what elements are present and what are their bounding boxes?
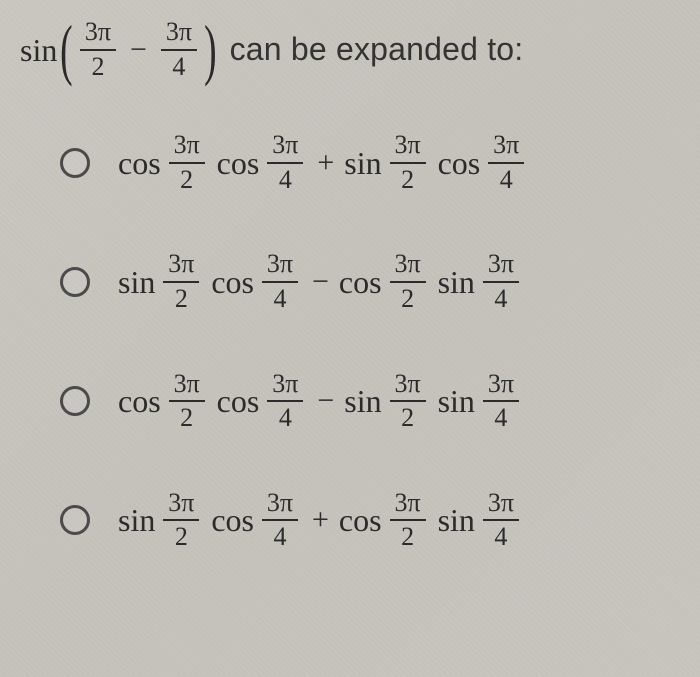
option-1[interactable]: cos3π2cos3π4+sin3π2cos3π4 (60, 131, 680, 194)
fraction-3pi-2: 3π2 (390, 370, 426, 433)
options-list: cos3π2cos3π4+sin3π2cos3π4sin3π2cos3π4−co… (60, 131, 680, 552)
option-2[interactable]: sin3π2cos3π4−cos3π2sin3π4 (60, 250, 680, 313)
fn-sin: sin (20, 34, 57, 66)
fraction-3pi-2: 3π2 (163, 489, 199, 552)
fraction-3pi-2: 3π2 (390, 489, 426, 552)
option-expression-2: sin3π2cos3π4−cos3π2sin3π4 (118, 250, 523, 313)
fn-cos: cos (118, 147, 161, 179)
fn-sin: sin (438, 504, 475, 536)
fraction-3pi-2: 3π2 (169, 131, 205, 194)
fraction-3pi-4: 3π 4 (161, 18, 197, 81)
fraction-3pi-4: 3π4 (267, 131, 303, 194)
fn-sin: sin (118, 266, 155, 298)
minus-op: − (317, 386, 334, 416)
fn-cos: cos (339, 266, 382, 298)
left-paren: ( (60, 22, 72, 76)
fn-sin: sin (118, 504, 155, 536)
fraction-3pi-4: 3π4 (483, 250, 519, 313)
fraction-3pi-2: 3π 2 (80, 18, 116, 81)
paren-group: ( 3π 2 − 3π 4 ) (61, 18, 215, 81)
radio-option-4[interactable] (60, 505, 90, 535)
fraction-3pi-2: 3π2 (390, 250, 426, 313)
option-expression-4: sin3π2cos3π4+cos3π2sin3π4 (118, 489, 523, 552)
fraction-3pi-4: 3π4 (483, 489, 519, 552)
fn-cos: cos (438, 147, 481, 179)
fn-sin: sin (438, 385, 475, 417)
fraction-3pi-4: 3π4 (262, 250, 298, 313)
question-prompt: sin ( 3π 2 − 3π 4 ) (20, 18, 680, 81)
fraction-3pi-4: 3π4 (267, 370, 303, 433)
fn-cos: cos (118, 385, 161, 417)
option-expression-1: cos3π2cos3π4+sin3π2cos3π4 (118, 131, 528, 194)
prompt-tail: can be expanded to: (230, 31, 524, 68)
fraction-3pi-2: 3π2 (390, 131, 426, 194)
fn-cos: cos (217, 385, 260, 417)
option-expression-3: cos3π2cos3π4−sin3π2sin3π4 (118, 370, 523, 433)
fraction-3pi-2: 3π2 (169, 370, 205, 433)
minus-op: − (312, 267, 329, 297)
fraction-3pi-4: 3π4 (488, 131, 524, 194)
fraction-3pi-2: 3π2 (163, 250, 199, 313)
radio-option-2[interactable] (60, 267, 90, 297)
option-3[interactable]: cos3π2cos3π4−sin3π2sin3π4 (60, 370, 680, 433)
fraction-3pi-4: 3π4 (483, 370, 519, 433)
fn-sin: sin (438, 266, 475, 298)
fn-sin: sin (344, 385, 381, 417)
fn-cos: cos (211, 266, 254, 298)
fn-cos: cos (217, 147, 260, 179)
fraction-3pi-4: 3π4 (262, 489, 298, 552)
radio-option-1[interactable] (60, 148, 90, 178)
plus-op: + (317, 148, 334, 178)
worksheet-page: sin ( 3π 2 − 3π 4 ) (0, 0, 700, 677)
fn-sin: sin (344, 147, 381, 179)
plus-op: + (312, 505, 329, 535)
fn-cos: cos (211, 504, 254, 536)
option-4[interactable]: sin3π2cos3π4+cos3π2sin3π4 (60, 489, 680, 552)
question-expression: sin ( 3π 2 − 3π 4 ) (20, 18, 216, 81)
minus-op: − (130, 35, 147, 65)
right-paren: ) (204, 22, 216, 76)
radio-option-3[interactable] (60, 386, 90, 416)
fn-cos: cos (339, 504, 382, 536)
